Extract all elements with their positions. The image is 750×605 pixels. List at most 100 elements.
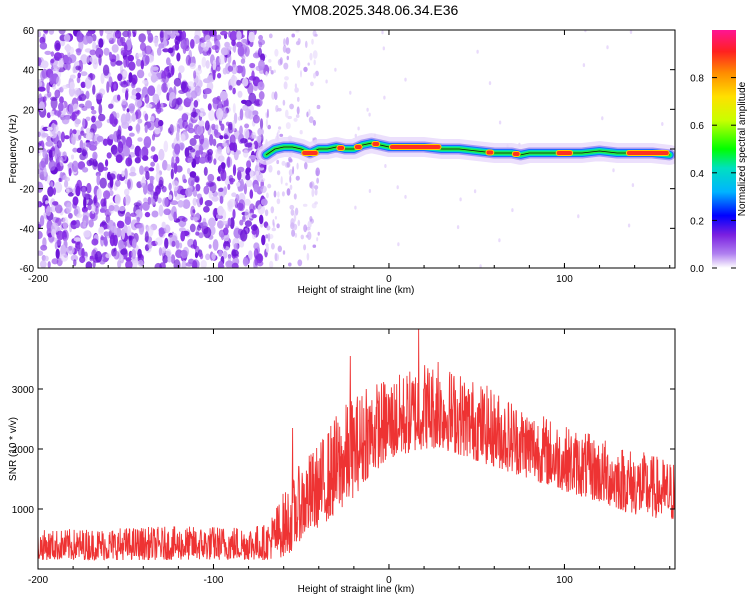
noise-speckle bbox=[114, 193, 121, 205]
noise-speckle bbox=[81, 149, 88, 157]
noise-speckle bbox=[252, 114, 260, 124]
noise-speckle bbox=[209, 134, 214, 146]
noise-speckle bbox=[189, 138, 197, 146]
noise-speckle bbox=[459, 197, 462, 202]
noise-speckle bbox=[273, 69, 277, 74]
noise-speckle bbox=[278, 126, 282, 130]
noise-speckle bbox=[144, 94, 150, 104]
noise-speckle bbox=[314, 185, 319, 190]
noise-speckle bbox=[251, 143, 255, 149]
noise-speckle bbox=[233, 112, 238, 124]
noise-speckle bbox=[259, 177, 266, 182]
noise-speckle bbox=[144, 124, 148, 134]
noise-speckle bbox=[281, 191, 285, 197]
noise-speckle bbox=[49, 73, 54, 85]
noise-speckle bbox=[293, 213, 297, 222]
noise-speckle bbox=[158, 43, 165, 49]
noise-speckle bbox=[366, 107, 369, 112]
noise-speckle bbox=[56, 230, 65, 241]
noise-speckle bbox=[237, 150, 241, 155]
noise-speckle bbox=[88, 219, 94, 228]
noise-speckle bbox=[95, 47, 104, 59]
noise-speckle bbox=[268, 33, 273, 39]
noise-speckle bbox=[249, 189, 254, 199]
noise-speckle bbox=[584, 30, 587, 33]
noise-speckle bbox=[61, 116, 70, 125]
noise-speckle bbox=[276, 159, 280, 165]
noise-speckle bbox=[60, 244, 67, 256]
noise-speckle bbox=[302, 203, 308, 207]
noise-speckle bbox=[216, 214, 220, 219]
noise-speckle bbox=[92, 261, 96, 268]
noise-speckle bbox=[256, 135, 262, 143]
noise-speckle bbox=[198, 232, 204, 239]
noise-speckle bbox=[187, 176, 195, 187]
noise-speckle bbox=[142, 201, 150, 211]
noise-speckle bbox=[228, 123, 234, 134]
noise-speckle bbox=[122, 145, 130, 157]
noise-speckle bbox=[122, 70, 128, 78]
noise-speckle bbox=[271, 243, 275, 250]
noise-speckle bbox=[223, 135, 229, 140]
noise-speckle bbox=[95, 92, 104, 100]
noise-speckle bbox=[255, 65, 263, 72]
noise-speckle bbox=[232, 209, 236, 219]
noise-speckle bbox=[47, 186, 54, 197]
noise-speckle bbox=[315, 167, 321, 177]
noise-speckle bbox=[178, 165, 183, 171]
noise-speckle bbox=[317, 231, 320, 236]
spectrogram-signal-layer bbox=[256, 133, 675, 165]
noise-speckle bbox=[309, 216, 313, 222]
noise-speckle bbox=[136, 53, 144, 58]
noise-speckle bbox=[201, 56, 207, 68]
spectrogram-ytick-label: -20 bbox=[20, 185, 35, 196]
noise-speckle bbox=[135, 124, 141, 132]
colorbar-gradient bbox=[712, 30, 736, 268]
noise-speckle bbox=[121, 99, 127, 106]
noise-speckle bbox=[237, 166, 245, 173]
noise-speckle bbox=[257, 203, 266, 215]
noise-speckle bbox=[82, 35, 90, 45]
noise-speckle bbox=[314, 188, 318, 196]
noise-speckle bbox=[274, 252, 278, 262]
noise-speckle bbox=[325, 79, 328, 84]
noise-speckle bbox=[66, 104, 74, 115]
noise-speckle bbox=[354, 205, 357, 210]
noise-speckle bbox=[292, 166, 295, 175]
noise-speckle bbox=[253, 248, 259, 259]
noise-speckle bbox=[295, 175, 300, 181]
noise-speckle bbox=[249, 155, 257, 160]
noise-speckle bbox=[601, 116, 604, 121]
noise-speckle bbox=[661, 122, 664, 126]
noise-speckle bbox=[266, 192, 269, 199]
noise-speckle bbox=[124, 216, 132, 226]
noise-speckle bbox=[238, 199, 246, 212]
noise-speckle bbox=[39, 42, 48, 50]
noise-speckle bbox=[139, 165, 144, 175]
noise-speckle bbox=[204, 120, 210, 131]
noise-speckle bbox=[257, 81, 265, 91]
noise-speckle bbox=[117, 73, 123, 82]
noise-speckle bbox=[128, 235, 132, 241]
noise-speckle bbox=[41, 133, 49, 138]
signal-peak-core bbox=[556, 150, 573, 155]
noise-speckle bbox=[240, 138, 248, 144]
noise-speckle bbox=[282, 44, 287, 53]
noise-speckle bbox=[258, 91, 265, 100]
noise-speckle bbox=[147, 183, 154, 192]
noise-speckle bbox=[93, 197, 97, 204]
noise-speckle bbox=[456, 225, 460, 230]
noise-speckle bbox=[120, 49, 127, 56]
noise-speckle bbox=[258, 47, 262, 58]
noise-speckle bbox=[161, 82, 169, 93]
snr-xtick-label: 0 bbox=[386, 575, 392, 586]
noise-speckle bbox=[182, 120, 189, 129]
noise-speckle bbox=[80, 71, 88, 77]
noise-speckle bbox=[185, 96, 194, 103]
noise-speckle bbox=[130, 95, 137, 100]
noise-speckle bbox=[349, 90, 352, 95]
noise-speckle bbox=[38, 224, 42, 229]
noise-speckle bbox=[404, 194, 407, 199]
noise-speckle bbox=[217, 72, 222, 79]
